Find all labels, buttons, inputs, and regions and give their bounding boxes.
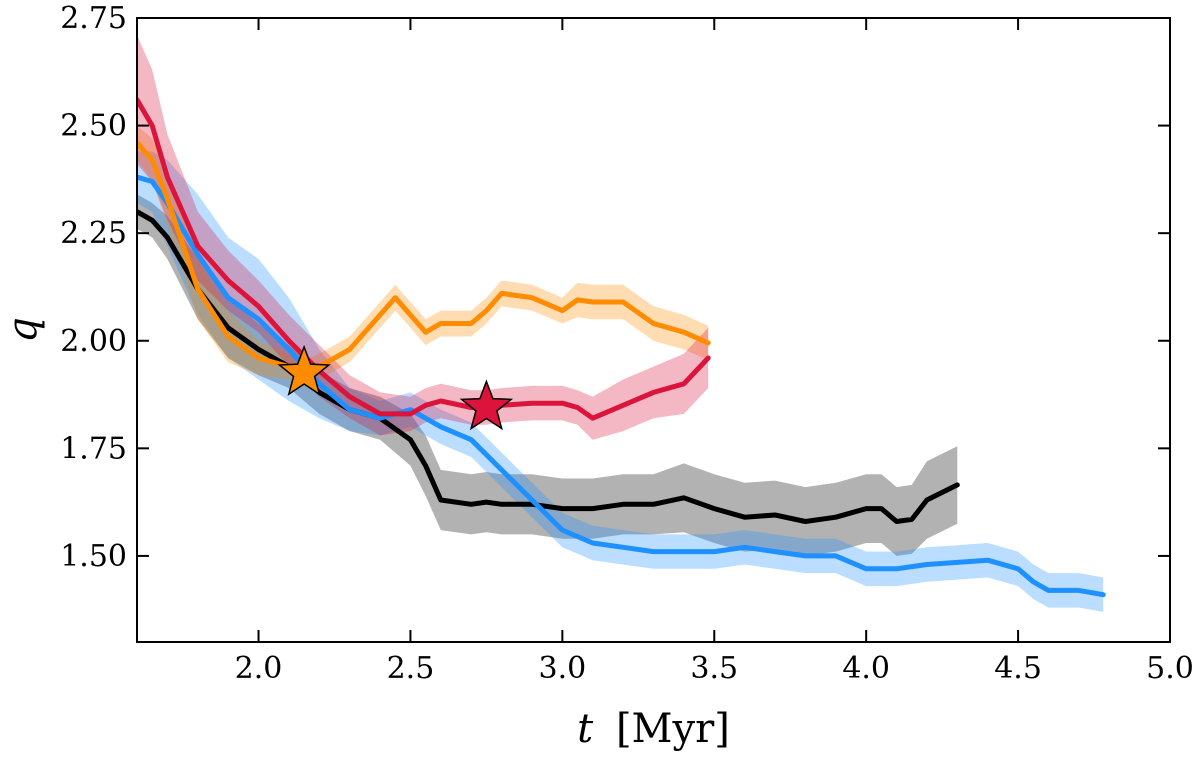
x-tick-label: 3.0 [538, 651, 586, 686]
y-tick-label: 2.75 [60, 1, 127, 36]
y-tick-label: 1.75 [60, 431, 127, 466]
x-axis-ticks: 2.0 2.5 3.0 3.5 4.0 4.5 5.0 [235, 18, 1194, 686]
x-tick-label: 2.5 [387, 651, 435, 686]
x-tick-label: 2.0 [235, 651, 283, 686]
star-markers [277, 344, 514, 431]
star-marker-0 [277, 344, 331, 396]
series-lines [137, 97, 1106, 598]
series-2-line [137, 140, 711, 376]
star-marker-1 [459, 379, 514, 431]
series-0-line [137, 209, 960, 524]
plot-frame [136, 17, 1171, 643]
y-tick-label: 2.25 [60, 216, 127, 251]
series-3-line [137, 97, 711, 421]
x-axis-label-var: t [577, 706, 594, 752]
x-tick-label: 4.5 [994, 651, 1042, 686]
y-tick-label: 2.00 [60, 324, 127, 359]
x-tick-label: 4.0 [842, 651, 890, 686]
x-axis-label: t [Myr] [577, 706, 730, 752]
x-tick-label: 5.0 [1146, 651, 1194, 686]
y-tick-label: 1.50 [60, 539, 127, 574]
series-2-band [137, 125, 709, 386]
y-axis-label: q [0, 317, 46, 343]
x-tick-label: 3.5 [690, 651, 738, 686]
confidence-bands [137, 35, 1104, 612]
y-tick-label: 2.50 [60, 109, 127, 144]
x-axis-label-unit: [Myr] [616, 706, 730, 752]
y-axis-ticks: 1.50 1.75 2.00 2.25 2.50 2.75 [60, 1, 1170, 574]
series-1-line [137, 174, 1106, 598]
